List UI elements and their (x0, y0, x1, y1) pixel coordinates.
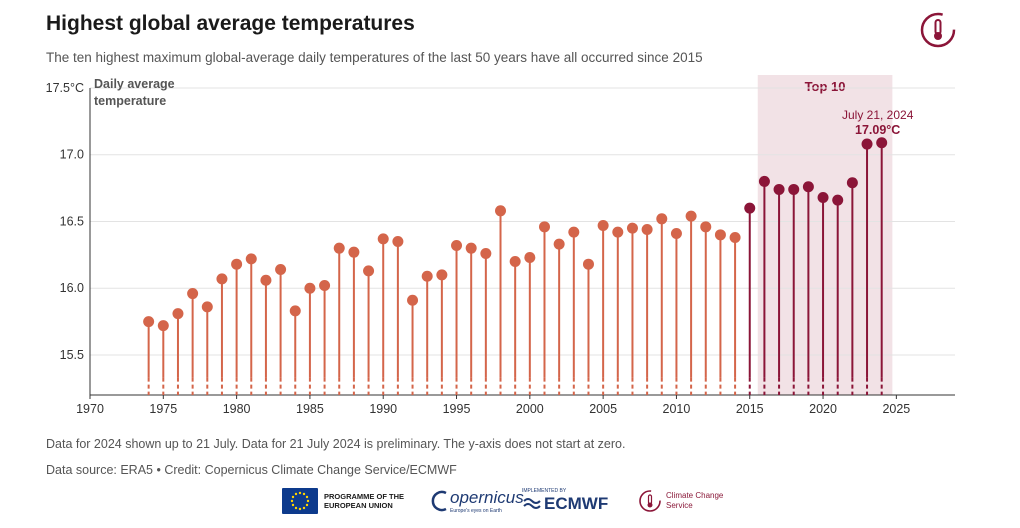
lollipop-point (568, 226, 580, 238)
eu-flag-icon (282, 488, 318, 514)
lollipop-point (392, 236, 404, 247)
copernicus-c-icon (431, 490, 447, 512)
lollipop-point (773, 183, 785, 195)
annotation-value: 17.09°C (855, 123, 900, 137)
footer-logos: PROGRAMME OF THE EUROPEAN UNION opernicu… (282, 484, 742, 518)
lollipop-point (861, 138, 873, 150)
lollipop-point (817, 191, 829, 203)
chart-subtitle: The ten highest maximum global-average d… (46, 50, 703, 65)
x-tick-label: 1990 (369, 402, 397, 416)
x-tick-label: 2000 (516, 402, 544, 416)
lollipop-point (802, 181, 814, 193)
lollipop-point (670, 227, 682, 239)
lollipop-point (656, 213, 668, 225)
copernicus-logo: opernicus Europe's eyes on Earth (430, 484, 524, 518)
lollipop-point (729, 231, 741, 243)
lollipop-point (685, 210, 697, 222)
lollipop-point (846, 177, 858, 189)
lollipop-point (553, 238, 565, 250)
c3s-thermometer-icon (920, 12, 956, 48)
lollipop-point (538, 221, 550, 233)
lollipop-point (436, 269, 448, 281)
x-tick-label: 2020 (809, 402, 837, 416)
lollipop-point (480, 248, 492, 260)
x-tick-label: 1970 (76, 402, 104, 416)
x-tick-label: 2010 (663, 402, 691, 416)
x-tick-label: 1995 (443, 402, 471, 416)
lollipop-point (157, 320, 169, 332)
lollipop-point (172, 308, 184, 320)
x-tick-label: 1980 (223, 402, 251, 416)
ecmwf-small-label: IMPLEMENTED BY (522, 488, 567, 494)
lollipop-point (582, 258, 594, 270)
lollipop-point (304, 282, 316, 294)
c3s-label: Climate Change Service (666, 491, 724, 510)
lollipop-point (451, 240, 463, 252)
lollipop-point (201, 301, 213, 313)
y-tick-label: 16.0 (60, 281, 84, 295)
copernicus-tagline: Europe's eyes on Earth (450, 508, 502, 514)
annotation-date: July 21, 2024 (842, 108, 914, 122)
copernicus-label: opernicus (450, 488, 524, 507)
chart-note: Data for 2024 shown up to 21 July. Data … (46, 437, 626, 451)
eu-logo: PROGRAMME OF THE EUROPEAN UNION (282, 484, 404, 518)
x-tick-label: 2025 (882, 402, 910, 416)
lollipop-point (407, 294, 419, 306)
lollipop-point (231, 258, 243, 270)
lollipop-point (758, 175, 770, 187)
lollipop-point (363, 265, 375, 277)
lollipop-point (495, 205, 507, 217)
lollipop-point (289, 305, 301, 317)
y-axis-label: temperature (94, 94, 166, 108)
y-axis-label: Daily average (94, 77, 175, 91)
lollipop-point (524, 252, 536, 264)
lollipop-point (245, 253, 257, 265)
lollipop-point (377, 233, 389, 245)
x-tick-label: 1975 (149, 402, 177, 416)
x-tick-label: 2015 (736, 402, 764, 416)
chart-title: Highest global average temperatures (46, 12, 415, 35)
c3s-logo: Climate Change Service (638, 484, 724, 518)
lollipop-point (143, 316, 155, 328)
lollipop-point (744, 202, 756, 214)
top10-band (757, 75, 893, 395)
lollipop-point (333, 242, 345, 254)
lollipop-point (832, 194, 844, 206)
ecmwf-wave-icon (523, 498, 541, 509)
y-tick-label: 15.5 (60, 348, 84, 362)
x-tick-label: 1985 (296, 402, 324, 416)
top10-label: Top 10 (805, 79, 846, 94)
lollipop-point (421, 270, 433, 282)
y-tick-label: 16.5 (60, 214, 84, 228)
ecmwf-logo: IMPLEMENTED BY ECMWF (522, 484, 608, 518)
lollipop-point (187, 288, 199, 300)
y-tick-label: 17.5°C (46, 81, 84, 95)
lollipop-point (216, 273, 228, 285)
lollipop-point (348, 246, 360, 258)
lollipop-point (597, 219, 609, 231)
lollipop-point (626, 222, 638, 234)
ecmwf-label: ECMWF (544, 494, 609, 513)
lollipop-point (260, 274, 272, 286)
lollipop-point (509, 256, 521, 268)
lollipop-point (788, 183, 800, 195)
lollipop-point (465, 242, 477, 254)
lollipop-point (275, 264, 287, 276)
y-tick-label: 17.0 (60, 148, 84, 162)
c3s-small-icon (639, 490, 661, 512)
lollipop-point (714, 229, 726, 241)
lollipop-point (700, 221, 712, 233)
lollipop-point (612, 226, 624, 238)
lollipop-point (641, 223, 653, 235)
lollipop-point (319, 280, 331, 292)
source-credit: Data source: ERA5 • Credit: Copernicus C… (46, 463, 457, 477)
x-tick-label: 2005 (589, 402, 617, 416)
lollipop-point (876, 137, 888, 149)
eu-label: PROGRAMME OF THE EUROPEAN UNION (324, 492, 404, 510)
